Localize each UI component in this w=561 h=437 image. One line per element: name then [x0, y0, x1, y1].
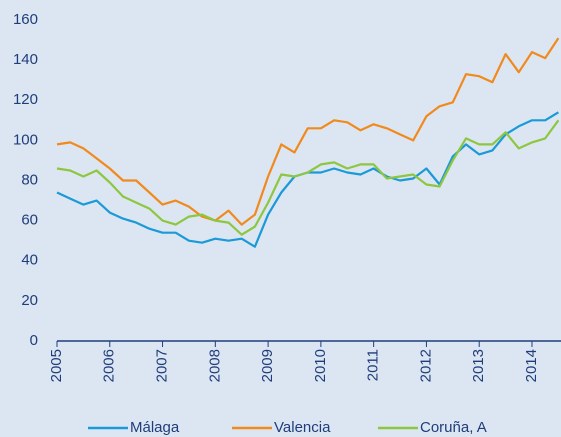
- y-tick-label: 20: [21, 292, 38, 309]
- x-tick-label: 2006: [101, 349, 118, 382]
- y-tick-label: 140: [13, 51, 38, 68]
- y-tick-label: 160: [13, 11, 38, 28]
- x-tick-label: 2009: [259, 349, 276, 382]
- x-tick-label: 2011: [365, 349, 382, 381]
- x-tick-label: 2008: [206, 349, 223, 382]
- y-tick-label: 0: [30, 332, 38, 349]
- x-tick-label: 2005: [48, 349, 65, 382]
- series-line: [56, 37, 560, 226]
- x-tick-label: 2013: [470, 349, 487, 382]
- legend-label: Coruña, A: [420, 419, 487, 436]
- legend-label: Málaga: [130, 419, 180, 436]
- x-tick-label: 2014: [523, 349, 540, 382]
- x-tick-label: 2007: [154, 349, 171, 382]
- y-tick-label: 120: [13, 91, 38, 108]
- x-tick-label: 2010: [312, 349, 329, 382]
- y-tick-label: 60: [21, 212, 38, 229]
- y-tick-label: 80: [21, 171, 38, 188]
- series-line: [56, 119, 560, 236]
- y-tick-label: 100: [13, 131, 38, 148]
- x-tick-label: 2012: [417, 349, 434, 382]
- legend-label: Valencia: [274, 419, 331, 436]
- y-tick-label: 40: [21, 252, 38, 269]
